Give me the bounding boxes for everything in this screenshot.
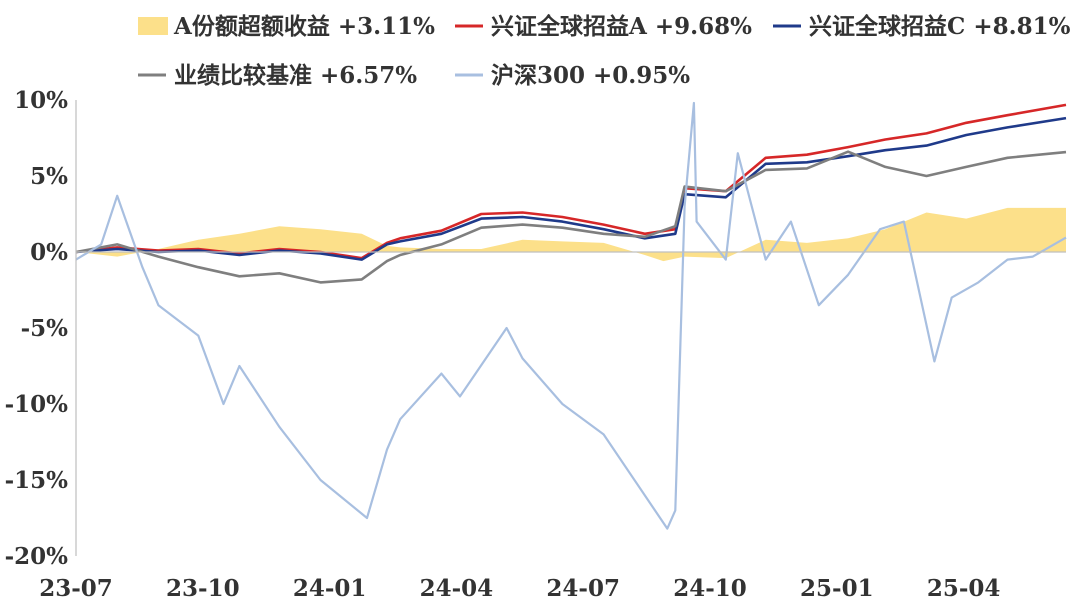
y-axis-tick-labels: 10% 5% 0% -5% -10% -15% -20% [5, 87, 69, 570]
y-tick-label: 10% [14, 87, 68, 114]
x-tick-label: 23-07 [39, 575, 113, 602]
line-layer [75, 101, 1067, 530]
legend-label: 沪深300 +0.95% [491, 62, 690, 89]
series-area-a-excess-return [76, 207, 1066, 262]
legend-label: A份额超额收益 +3.11% [173, 13, 435, 40]
legend-item: 兴证全球招益C +8.81% [773, 13, 1071, 40]
y-tick-label: 0% [30, 239, 68, 266]
legend: A份额超额收益 +3.11% 兴证全球招益A +9.68% 兴证全球招益C +8.8… [138, 13, 1071, 89]
series-line-3 [75, 150, 1067, 284]
legend-label: 兴证全球招益C +8.81% [809, 13, 1071, 40]
x-tick-label: 24-07 [546, 575, 620, 602]
legend-label: 业绩比较基准 +6.57% [174, 62, 417, 89]
x-tick-label: 24-10 [673, 575, 747, 602]
series-line-2 [75, 116, 1067, 261]
legend-item: 业绩比较基准 +6.57% [138, 62, 417, 89]
series-line-4 [75, 101, 1067, 530]
legend-swatch [138, 17, 168, 35]
y-tick-label: -5% [21, 315, 69, 342]
legend-item: 沪深300 +0.95% [455, 62, 690, 89]
area-layer [76, 207, 1066, 262]
x-tick-label: 25-04 [927, 575, 1001, 602]
x-tick-label: 25-01 [800, 575, 874, 602]
x-axis-tick-labels: 23-07 23-10 24-01 24-04 24-07 24-10 25-01 25-04 [39, 575, 1000, 602]
x-tick-label: 24-04 [420, 575, 494, 602]
x-tick-label: 24-01 [293, 575, 367, 602]
y-tick-label: 5% [30, 163, 68, 190]
y-tick-label: -15% [5, 467, 69, 494]
legend-item: A份额超额收益 +3.11% [138, 13, 435, 40]
legend-label: 兴证全球招益A +9.68% [491, 13, 752, 40]
y-tick-label: -20% [5, 543, 69, 570]
legend-item: 兴证全球招益A +9.68% [455, 13, 752, 40]
x-tick-label: 23-10 [166, 575, 240, 602]
y-tick-label: -10% [5, 391, 69, 418]
